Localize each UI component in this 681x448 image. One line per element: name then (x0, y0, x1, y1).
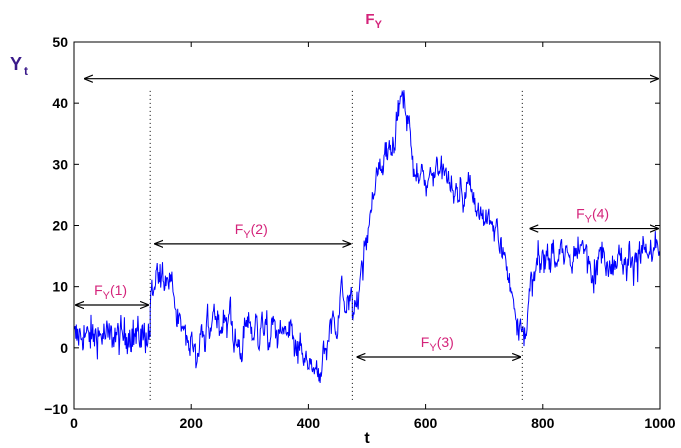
annotations: FY FY(1) FY(2) FY(3) FY(4) (76, 11, 658, 357)
annotation-label-4: FY(3) (421, 334, 454, 354)
annotation-label-2: FY(1) (94, 282, 127, 302)
annotation-label-5: FY(4) (576, 206, 609, 226)
plot-area (73, 89, 661, 403)
y-tick-label: 50 (52, 34, 68, 50)
series-line (73, 89, 661, 384)
x-tick-label: 0 (70, 415, 78, 431)
y-tick-label: 40 (52, 95, 68, 111)
plot-frame (73, 41, 661, 410)
y-axis-label-subscript: t (24, 64, 28, 78)
x-axis-label: t (364, 430, 370, 447)
x-tick-label: 200 (180, 415, 204, 431)
y-tick-label: 30 (52, 156, 68, 172)
y-tick-label: 0 (60, 340, 68, 356)
x-tick-label: 600 (414, 415, 438, 431)
annotation-label-3: FY(2) (235, 221, 268, 241)
x-tick-label: 800 (531, 415, 555, 431)
y-axis-label: Y (10, 54, 22, 74)
x-tick-label: 400 (297, 415, 321, 431)
y-tick-label: 20 (52, 218, 68, 234)
y-tick-label: 10 (52, 279, 68, 295)
y-tick-label: −10 (44, 401, 68, 417)
annotation-label-1: FY (365, 11, 382, 31)
x-tick-label: 1000 (644, 415, 675, 431)
